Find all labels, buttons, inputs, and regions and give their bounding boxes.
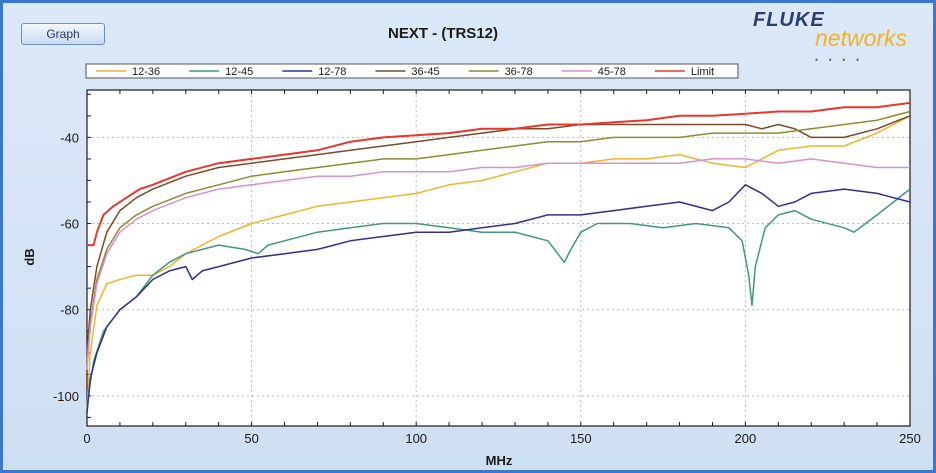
graph-button[interactable]: Graph <box>21 23 105 45</box>
legend-label: 12-78 <box>318 66 346 78</box>
y-tick-label: -80 <box>60 303 79 318</box>
x-axis-label: MHz <box>486 453 513 468</box>
x-tick-label: 150 <box>570 431 592 446</box>
x-tick-label: 250 <box>899 431 921 446</box>
y-tick-label: -60 <box>60 217 79 232</box>
x-tick-label: 50 <box>244 431 258 446</box>
plot-background <box>86 89 911 427</box>
legend-label: Limit <box>691 66 714 78</box>
series-line-36-78 <box>86 110 911 362</box>
legend-box <box>85 63 739 79</box>
y-tick-label: -40 <box>60 130 79 145</box>
series-line-12-78 <box>86 184 911 414</box>
logo-text: FLUKE <box>753 9 825 31</box>
legend-label: 12-45 <box>225 66 253 78</box>
series-line-12-45 <box>86 188 911 405</box>
x-tick-label: 100 <box>405 431 427 446</box>
plot-area: 0 50 100 150 200 250 -100 -80 -60 -40 <box>53 89 921 446</box>
y-tick-label: -100 <box>53 389 79 404</box>
series-line-36-45 <box>86 115 911 353</box>
legend-label: 36-78 <box>505 66 533 78</box>
legend-label: 45-78 <box>598 66 626 78</box>
fluke-networks-logo: FLUKE networks • • • • <box>723 7 933 65</box>
series-line-45-78 <box>86 158 910 371</box>
x-tick-label: 200 <box>735 431 757 446</box>
x-tick-label: 0 <box>83 431 90 446</box>
logo-dots: • • • • <box>815 55 864 65</box>
logo-subtext: networks <box>815 25 908 51</box>
series-line-limit <box>87 101 911 247</box>
legend: 12-36 12-45 12-78 36-45 36-78 45-78 Limit <box>85 63 739 79</box>
legend-label: 12-36 <box>132 66 160 78</box>
legend-label: 36-45 <box>411 66 439 78</box>
chart-title: NEXT - (TRS12) <box>387 25 498 42</box>
y-axis-label: dB <box>22 248 37 265</box>
